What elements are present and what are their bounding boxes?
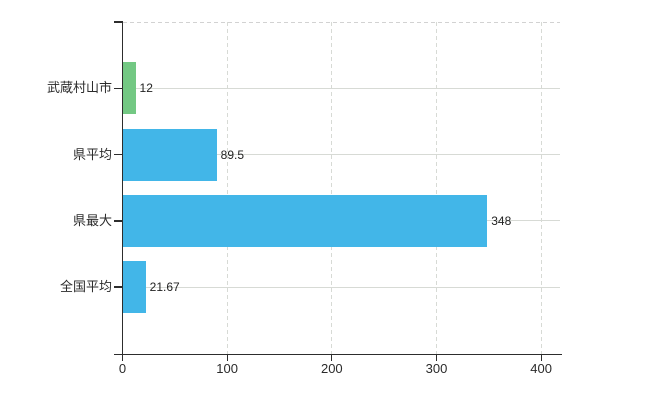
- x-tick-label: 300: [425, 361, 448, 376]
- x-tick: [435, 355, 438, 361]
- plot-top-border: [122, 22, 560, 23]
- bar-value-label: 348: [491, 213, 512, 228]
- x-tick-label: 400: [530, 361, 553, 376]
- v-gridline: [435, 22, 437, 354]
- x-tick-label: 0: [118, 361, 127, 376]
- x-tick: [226, 355, 228, 361]
- category-label: 県平均: [72, 146, 112, 162]
- y-tick: [113, 21, 123, 23]
- v-gridline: [226, 22, 228, 354]
- bar: [123, 62, 136, 115]
- category-label: 全国平均: [59, 279, 112, 295]
- h-gridline: [122, 87, 560, 89]
- y-tick: [113, 286, 123, 288]
- v-gridline: [331, 22, 333, 354]
- x-axis-line: [113, 353, 562, 355]
- bar: [123, 194, 488, 247]
- x-tick-label: 200: [320, 361, 343, 376]
- x-tick: [331, 355, 333, 361]
- x-tick: [540, 355, 542, 361]
- h-gridline: [122, 286, 560, 288]
- v-gridline: [540, 22, 542, 354]
- bar: [123, 261, 146, 314]
- bar-value-label: 89.5: [220, 147, 245, 162]
- bar-value-label: 21.67: [149, 280, 180, 295]
- y-tick: [113, 87, 123, 90]
- x-tick-label: 100: [216, 361, 239, 376]
- bar: [123, 128, 217, 181]
- h-gridline: [122, 154, 560, 156]
- y-tick: [113, 220, 123, 222]
- x-tick: [121, 355, 124, 361]
- category-label: 県最大: [72, 212, 112, 228]
- category-label: 武蔵村山市: [46, 80, 112, 96]
- y-tick: [113, 153, 123, 156]
- y-axis-line: [121, 22, 124, 355]
- bar-value-label: 12: [139, 81, 153, 96]
